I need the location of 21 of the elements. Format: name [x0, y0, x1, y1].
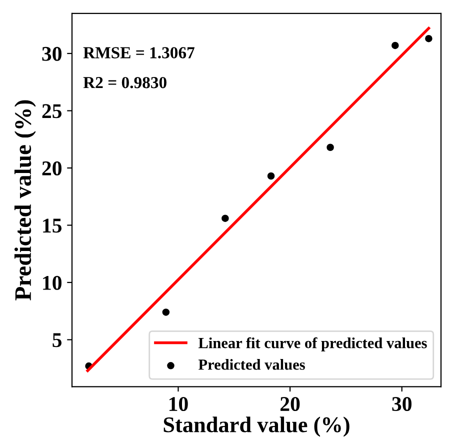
point [392, 42, 399, 50]
point [326, 144, 334, 152]
y-tick-label: 10 [43, 276, 62, 290]
legend-label: Predicted values [198, 359, 305, 370]
x-tick-label: 20 [280, 396, 300, 412]
legend-label: Linear fit curve of predicted values [198, 337, 427, 352]
y-tick-label: 25 [42, 104, 62, 118]
x-tick-label: 30 [392, 396, 412, 412]
annotation: R2 = 0.9830 [83, 76, 166, 88]
y-tick-label: 5 [52, 333, 62, 348]
point [162, 308, 170, 316]
point [425, 34, 432, 42]
y-tick-label: 20 [42, 161, 62, 176]
y-tick-label: 15 [43, 218, 62, 233]
point [222, 214, 229, 222]
y-tick-label: 30 [42, 46, 62, 61]
y-axis-title: Predicted value (%) [14, 100, 36, 300]
x-axis-title: Standard value (%) [164, 416, 350, 437]
annotation: RMSE = 1.3067 [83, 47, 194, 58]
x-tick-label: 10 [169, 396, 188, 412]
point [267, 172, 275, 180]
